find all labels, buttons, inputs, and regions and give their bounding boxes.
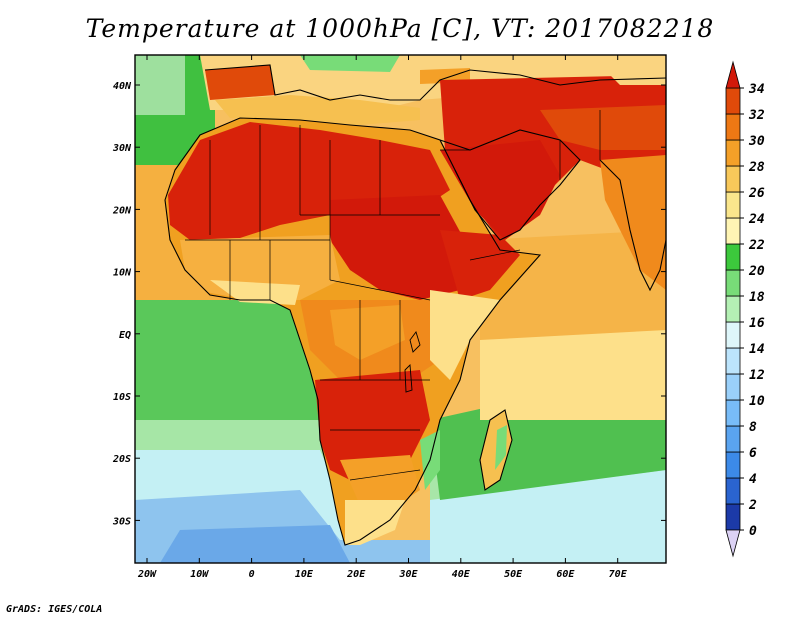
- atlantic-green-band: [135, 300, 325, 440]
- y-tick-label: 40N: [113, 81, 132, 92]
- colorbar-label: 32: [748, 108, 765, 123]
- europe-green: [300, 55, 400, 72]
- colorbar-label: 22: [748, 238, 765, 253]
- east-africa-pale: [430, 290, 500, 380]
- y-tick-label: 30N: [112, 143, 132, 154]
- x-tick-label: 70E: [609, 569, 628, 580]
- colorbar-bin: [725, 295, 741, 323]
- lakes: [404, 331, 421, 393]
- colorbar-label: 8: [749, 420, 757, 435]
- x-tick-label: 30E: [398, 569, 418, 580]
- y-tick-label: 20N: [112, 205, 132, 216]
- x-tick-label: 10E: [295, 569, 314, 580]
- horn-hot: [440, 230, 520, 300]
- colorbar-bin: [725, 165, 741, 193]
- x-tick-label: 10W: [190, 569, 209, 580]
- y-tick-label: 20S: [112, 454, 131, 465]
- x-tick-label: 60E: [556, 569, 575, 580]
- colorbar-bin: [725, 347, 741, 375]
- colorbar-label: 30: [748, 134, 765, 149]
- colorbar-bin: [725, 477, 741, 505]
- colorbar-label: 12: [749, 368, 765, 383]
- x-tick-label: 0: [249, 569, 255, 580]
- europe-coastline: [204, 64, 666, 101]
- colorbar-label: 24: [748, 212, 765, 227]
- temperature-field: [135, 55, 666, 563]
- x-tick-label: 40E: [452, 569, 471, 580]
- colorbar-label: 4: [749, 472, 757, 487]
- colorbar-bin: [725, 373, 741, 401]
- chart-title: Temperature at 1000hPa [C], VT: 20170822…: [85, 14, 715, 43]
- arabia-very-hot: [440, 140, 560, 240]
- colorbar-bin: [725, 139, 741, 167]
- y-tick-label: EQ: [119, 330, 131, 341]
- colorbar-label: 18: [749, 290, 765, 305]
- colorbar-label: 6: [749, 446, 757, 461]
- gulf-coast-yellow: [210, 280, 300, 305]
- map-frame: [134, 54, 667, 564]
- colorbar-label: 26: [748, 186, 765, 201]
- colorbar-bin: [725, 321, 741, 349]
- colorbar-bin: [725, 217, 741, 245]
- indian-ocean-pale: [480, 330, 666, 420]
- colorbar-bin: [725, 191, 741, 219]
- colorbar-bin: [725, 425, 741, 453]
- sahel-very-hot: [330, 195, 470, 300]
- mediterranean-sea: [215, 95, 420, 125]
- colorbar-label: 14: [749, 342, 765, 357]
- colorbar-label: 2: [748, 498, 757, 513]
- colorbar-label: 20: [748, 264, 765, 279]
- y-tick-label: 30S: [112, 516, 131, 527]
- africa-coastline: [164, 117, 542, 546]
- colorbar-label: 28: [748, 160, 765, 175]
- india-coastline: [599, 159, 666, 292]
- colorbar-bottom-arrow: [725, 529, 741, 558]
- colorbar-bin: [725, 399, 741, 427]
- iran-warm: [540, 105, 666, 150]
- iberia-hot: [205, 65, 275, 100]
- colorbar-label: 34: [748, 82, 765, 97]
- colorbar-label: 0: [749, 524, 757, 539]
- colorbar-bin: [725, 243, 741, 271]
- southern-africa-hot: [315, 370, 430, 480]
- y-tick-label: 10S: [113, 392, 131, 403]
- colorbar-bin: [725, 87, 741, 115]
- colorbar-bin: [725, 113, 741, 141]
- madagascar-coastline: [479, 409, 513, 491]
- x-tick-label: 20W: [137, 569, 157, 580]
- coastlines: [164, 64, 666, 546]
- kalahari-orange: [340, 455, 420, 510]
- congo-orange: [330, 305, 405, 360]
- colorbar-label: 10: [749, 394, 765, 409]
- colorbar-top-arrow: [725, 60, 741, 89]
- y-axis: 40N 30N 20N 10N EQ 10S 20S 30S: [112, 81, 666, 527]
- colorbar-bin: [725, 451, 741, 479]
- india-warm: [600, 155, 666, 290]
- madagascar-green: [495, 425, 507, 470]
- x-tick-label: 20E: [346, 569, 366, 580]
- x-axis: 20W 10W 0 10E 20E 30E 40E 50E 60E 70E: [137, 55, 628, 580]
- country-borders: [185, 110, 601, 481]
- footer-credit: GrADS: IGES/COLA: [6, 604, 103, 615]
- x-tick-label: 50E: [504, 569, 523, 580]
- y-tick-label: 10N: [113, 268, 132, 279]
- south-ocean-colder: [160, 525, 350, 563]
- arabia-coastline: [439, 129, 581, 241]
- south-cape-pale: [345, 500, 405, 545]
- colorbar-bin: [725, 269, 741, 297]
- colorbar-bin: [725, 503, 741, 531]
- colorbar-label: 16: [749, 316, 765, 331]
- north-atlantic-light: [135, 55, 185, 115]
